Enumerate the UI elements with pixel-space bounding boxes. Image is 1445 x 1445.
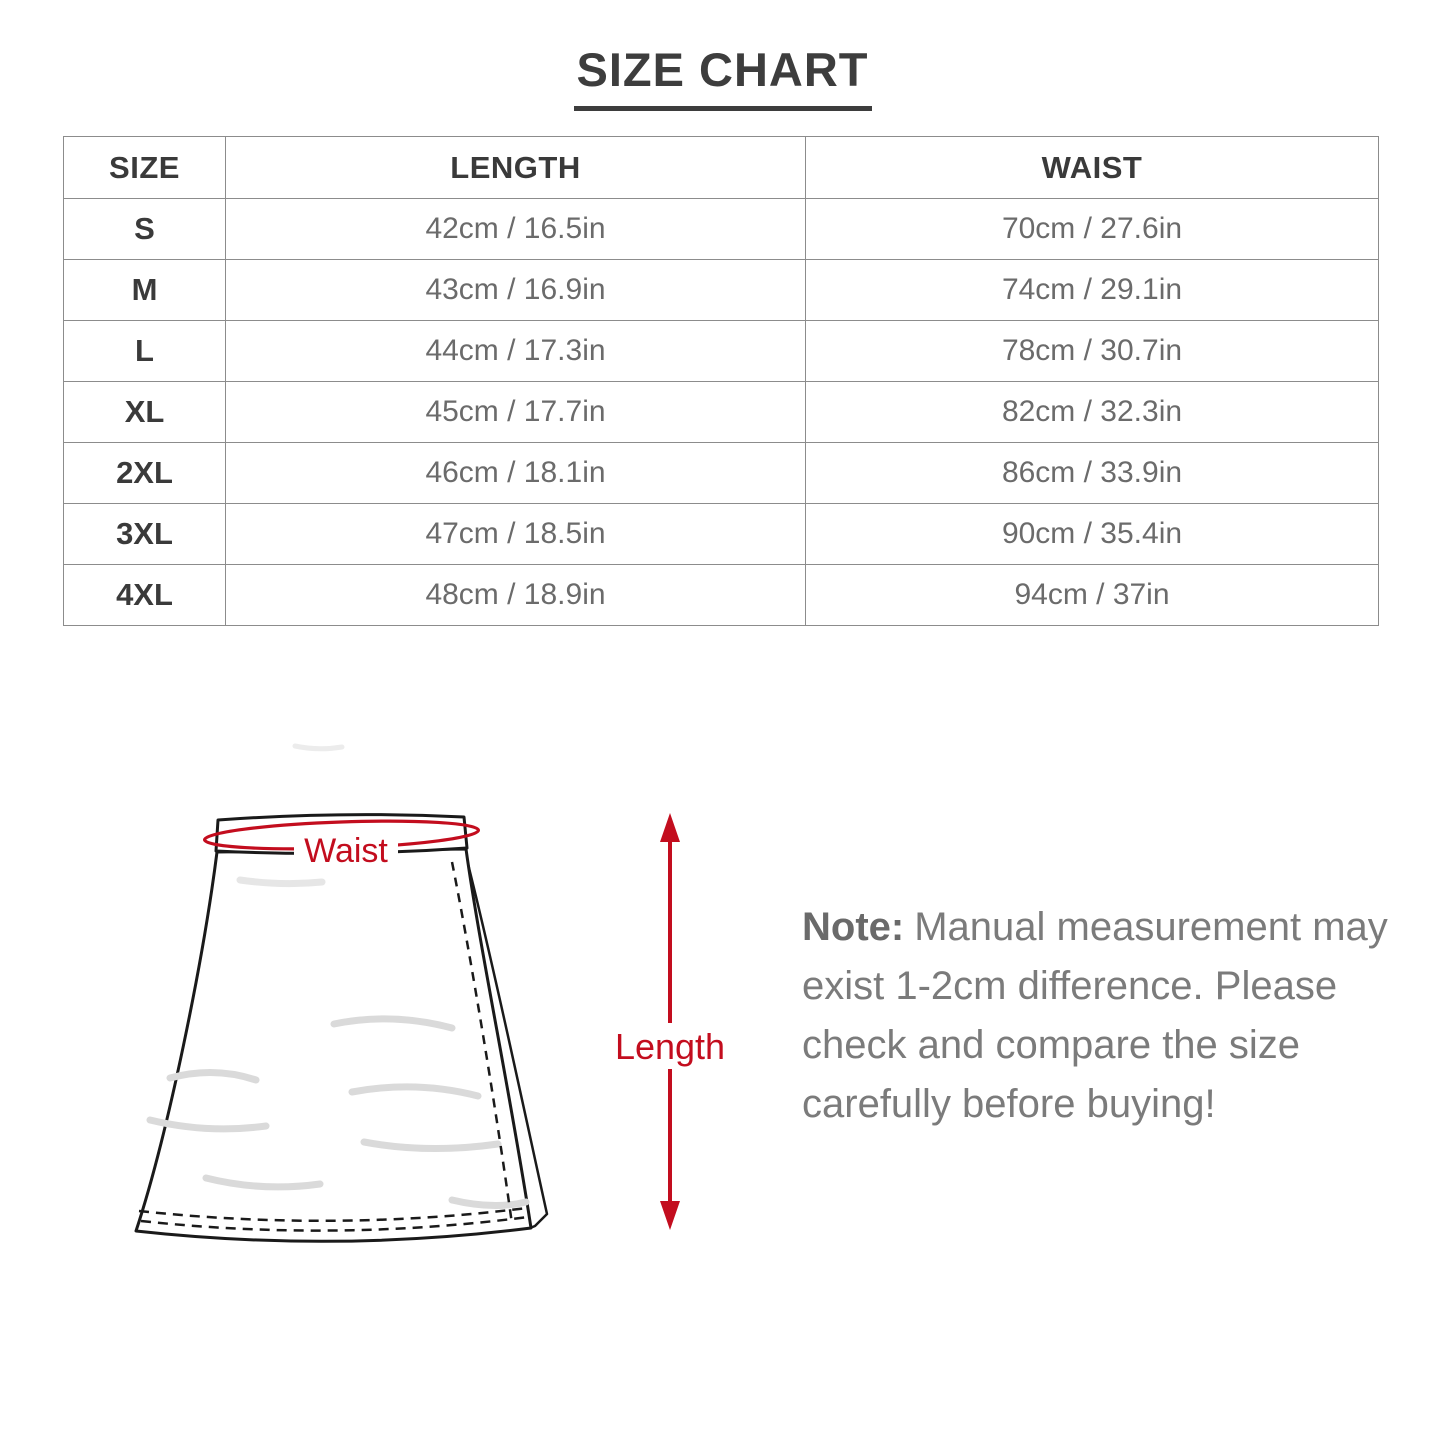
note-line: Note: Manual measurement may — [802, 905, 1388, 949]
note-line: carefully before buying! — [802, 1082, 1216, 1126]
size-label: M — [63, 259, 226, 321]
wrap-edge-stitch-line — [450, 861, 514, 1225]
table-row: XL 45cm / 17.7in 82cm / 32.3in — [63, 381, 1379, 443]
waist-value: 70cm / 27.6in — [805, 198, 1379, 260]
skirt-front-panel — [134, 847, 533, 1243]
waist-label: Waist — [304, 832, 388, 870]
size-label: 2XL — [63, 442, 226, 504]
length-value: 48cm / 18.9in — [225, 564, 806, 626]
size-label: L — [63, 320, 226, 382]
length-value: 46cm / 18.1in — [225, 442, 806, 504]
length-label-backdrop — [608, 1023, 732, 1069]
smudge-mark — [292, 743, 345, 752]
length-arrow: Length — [608, 813, 732, 1230]
length-value: 44cm / 17.3in — [225, 320, 806, 382]
arrow-down-icon — [660, 1201, 680, 1230]
skirt-measurement-diagram: Waist Length — [134, 743, 732, 1243]
waist-value: 82cm / 32.3in — [805, 381, 1379, 443]
table-row: S 42cm / 16.5in 70cm / 27.6in — [63, 198, 1379, 260]
table-row: 4XL 48cm / 18.9in 94cm / 37in — [63, 564, 1379, 626]
hem-stitch-line-upper — [138, 1206, 528, 1223]
size-label: 3XL — [63, 503, 226, 565]
waist-value: 94cm / 37in — [805, 564, 1379, 626]
title-wrap: SIZE CHART — [0, 42, 1445, 111]
arrow-up-icon — [660, 813, 680, 842]
table-row: 2XL 46cm / 18.1in 86cm / 33.9in — [63, 442, 1379, 504]
waist-value: 74cm / 29.1in — [805, 259, 1379, 321]
note-prefix: Note: — [802, 905, 905, 949]
waist-label-backdrop — [294, 839, 398, 865]
waist-value: 78cm / 30.7in — [805, 320, 1379, 382]
length-value: 47cm / 18.5in — [225, 503, 806, 565]
table-row: L 44cm / 17.3in 78cm / 30.7in — [63, 320, 1379, 382]
hem-stitch-line-lower — [140, 1215, 529, 1232]
table-row: 3XL 47cm / 18.5in 90cm / 35.4in — [63, 503, 1379, 565]
length-value: 45cm / 17.7in — [225, 381, 806, 443]
note-block: Note: Manual measurement may exist 1-2cm … — [802, 898, 1388, 1134]
length-label: Length — [615, 1026, 725, 1067]
waist-value: 90cm / 35.4in — [805, 503, 1379, 565]
note-line: exist 1-2cm difference. Please — [802, 964, 1338, 1008]
page-title: SIZE CHART — [573, 42, 872, 111]
size-table: SIZE LENGTH WAIST S 42cm / 16.5in 70cm /… — [63, 136, 1379, 626]
size-label: XL — [63, 381, 226, 443]
table-header-row: SIZE LENGTH WAIST — [63, 136, 1379, 199]
table-row: M 43cm / 16.9in 74cm / 29.1in — [63, 259, 1379, 321]
size-label: S — [63, 198, 226, 260]
column-header-waist: WAIST — [805, 136, 1379, 199]
column-header-length: LENGTH — [225, 136, 806, 199]
wrinkle-strokes — [146, 876, 530, 1210]
length-value: 42cm / 16.5in — [225, 198, 806, 260]
waist-value: 86cm / 33.9in — [805, 442, 1379, 504]
length-value: 43cm / 16.9in — [225, 259, 806, 321]
column-header-size: SIZE — [63, 136, 226, 199]
note-line: check and compare the size — [802, 1023, 1301, 1067]
size-label: 4XL — [63, 564, 226, 626]
